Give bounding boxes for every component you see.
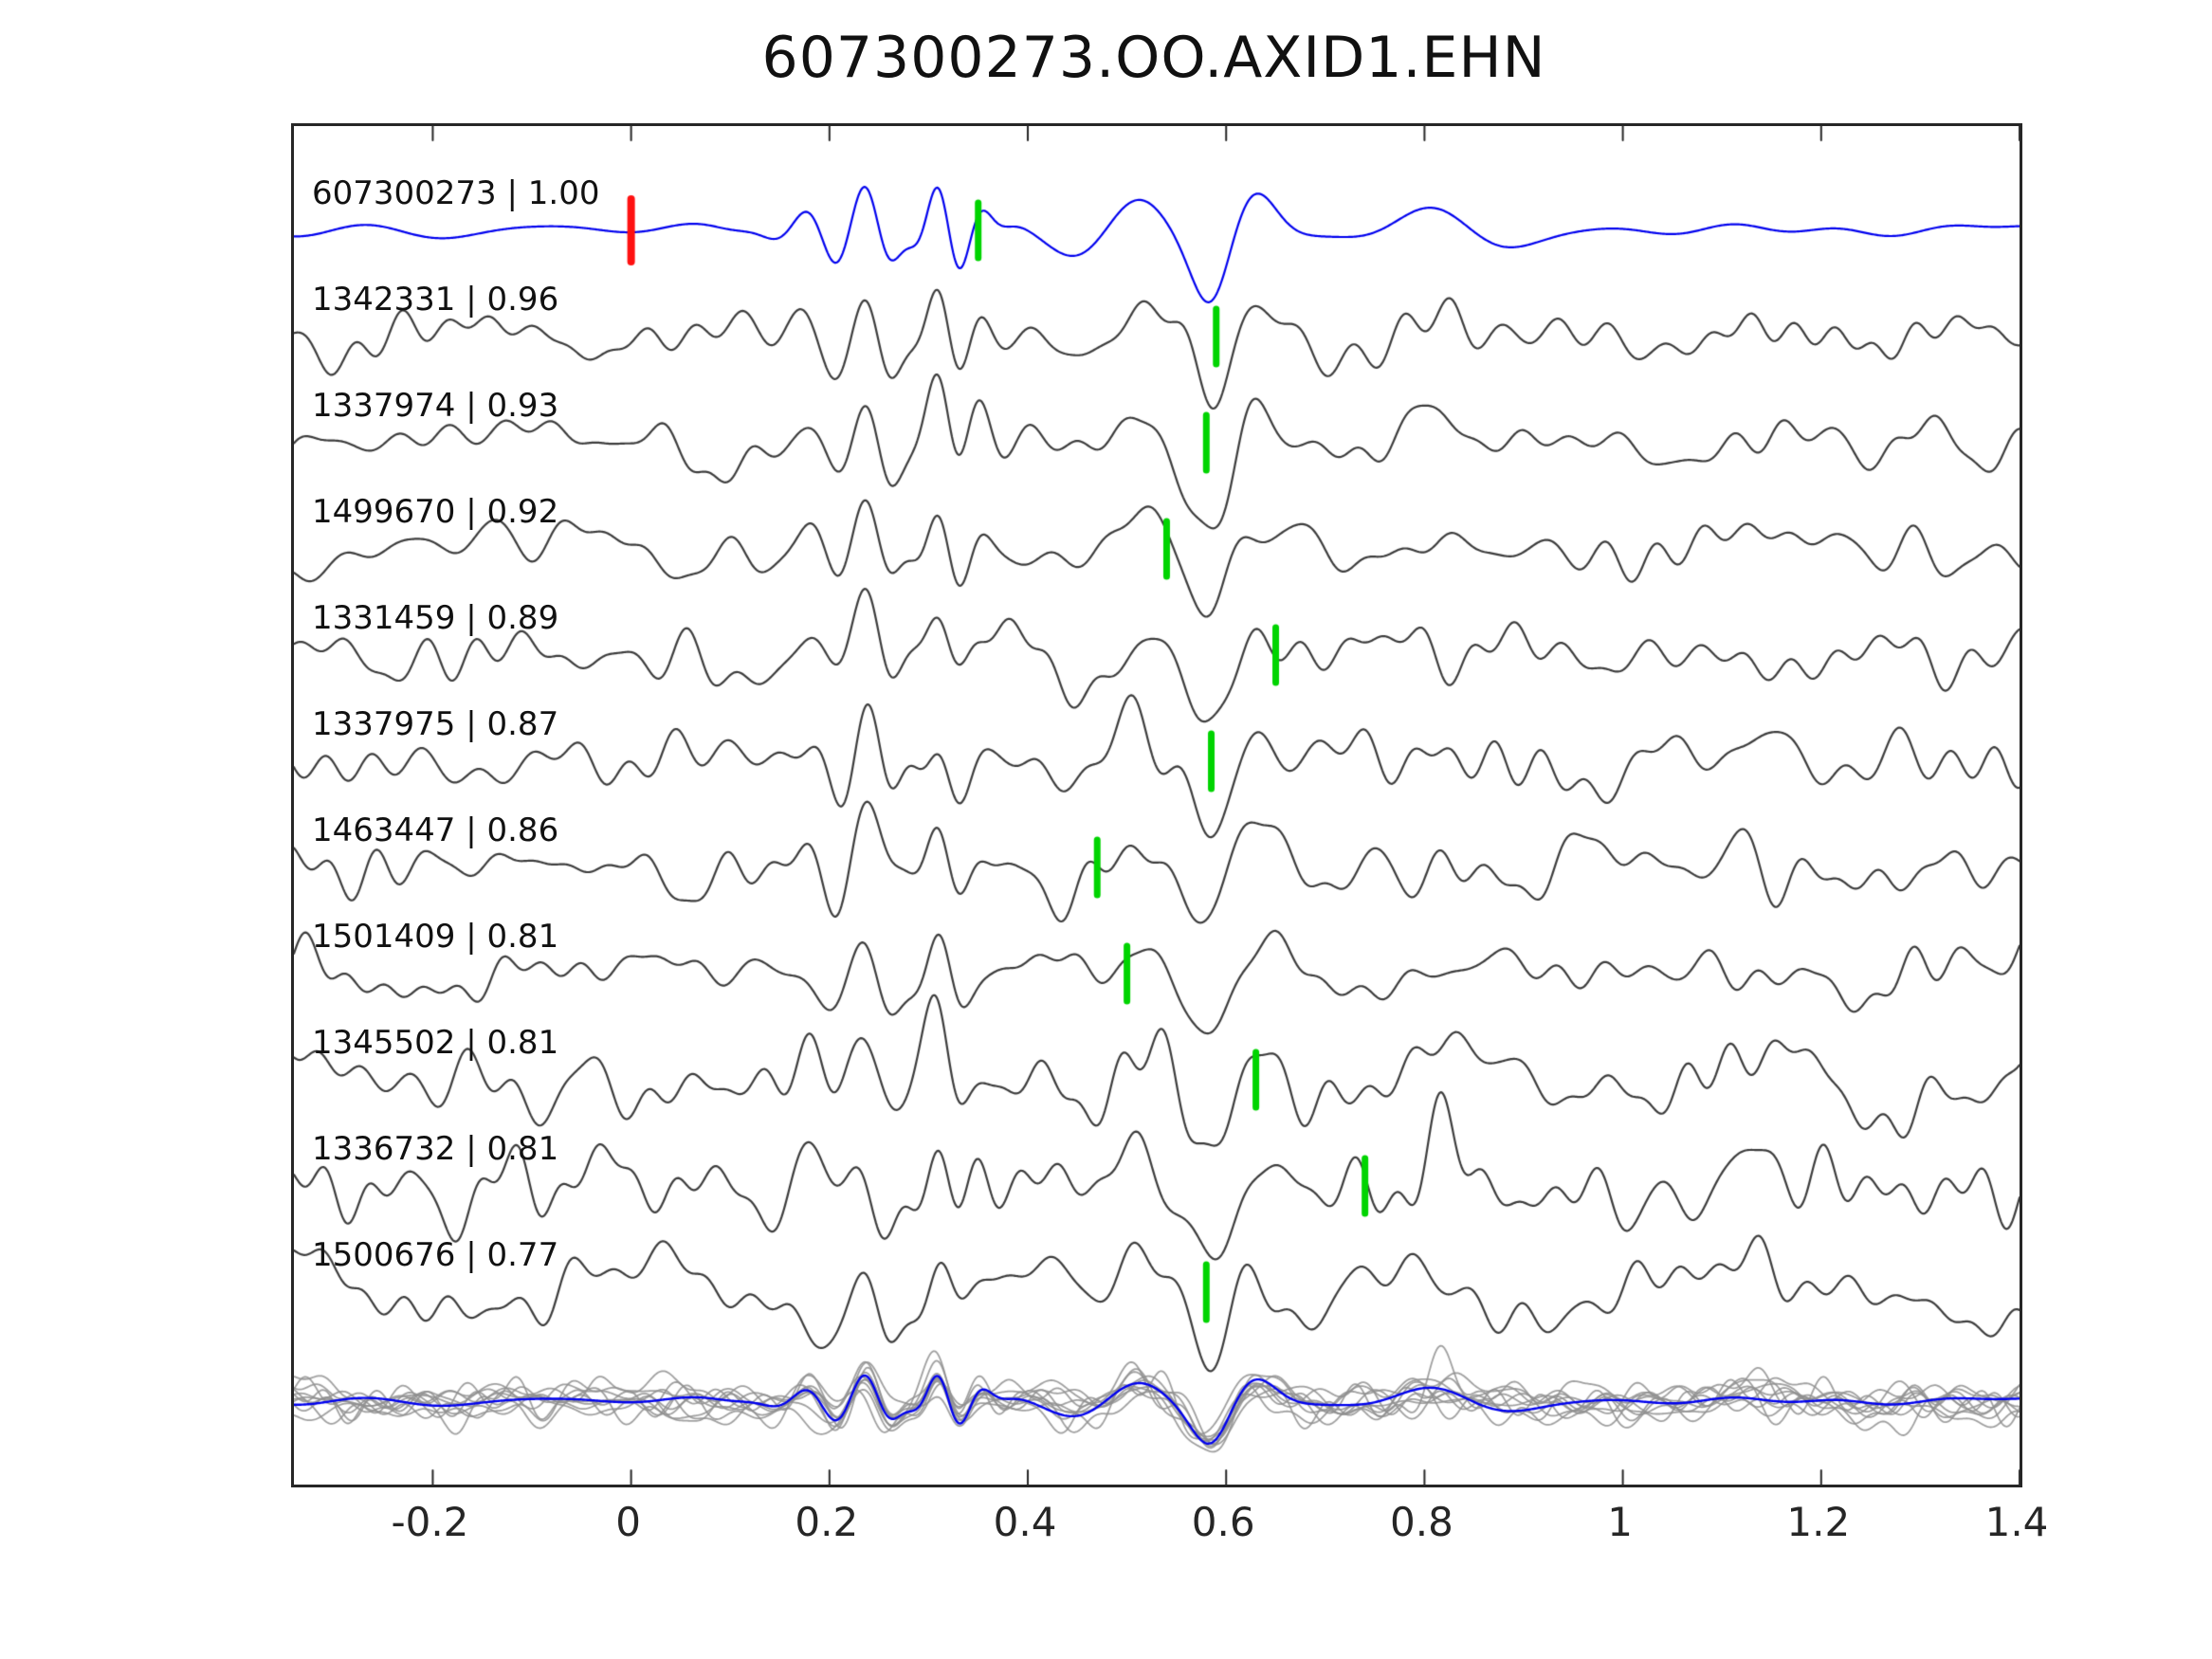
trace-label: 1336732 | 0.81 (312, 1130, 559, 1168)
chart-title: 607300273.OO.AXID1.EHN (761, 25, 1546, 91)
x-tick-label: 1 (1607, 1499, 1633, 1545)
x-tick-label: 0.8 (1390, 1499, 1453, 1545)
trace-label: 1345502 | 0.81 (312, 1024, 559, 1062)
trace-label: 1463447 | 0.86 (312, 811, 559, 849)
x-tick-label: 0.6 (1191, 1499, 1255, 1545)
x-tick-label: -0.2 (391, 1499, 469, 1545)
plot-area (291, 123, 2022, 1487)
trace-label: 607300273 | 1.00 (312, 174, 600, 212)
trace-label: 1500676 | 0.77 (312, 1236, 559, 1274)
trace-label: 1501409 | 0.81 (312, 918, 559, 956)
trace-label: 1342331 | 0.96 (312, 281, 559, 319)
x-tick-label: 1.2 (1786, 1499, 1851, 1545)
x-tick-label: 1.4 (1984, 1499, 2049, 1545)
trace-label: 1499670 | 0.92 (312, 493, 559, 531)
waveform-canvas (294, 126, 2020, 1485)
x-tick-label: 0.2 (795, 1499, 859, 1545)
trace-label: 1337974 | 0.93 (312, 387, 559, 425)
x-tick-label: 0 (615, 1499, 641, 1545)
trace-label: 1331459 | 0.89 (312, 599, 559, 637)
trace-label: 1337975 | 0.87 (312, 705, 559, 743)
x-tick-label: 0.4 (993, 1499, 1057, 1545)
